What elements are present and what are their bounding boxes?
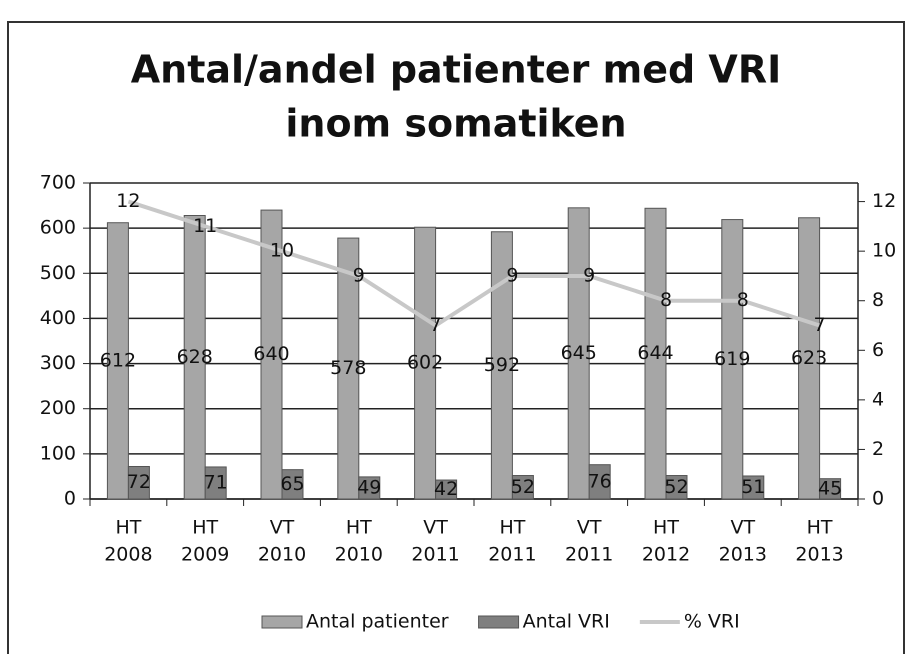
bar-label: 644 — [637, 342, 673, 364]
line-label: 7 — [814, 314, 826, 336]
x-tick-label: 2011 — [565, 544, 613, 566]
bar — [588, 464, 611, 500]
legend-swatch — [261, 615, 303, 629]
y2-tick-label: 8 — [872, 289, 884, 311]
x-tick-label: 2010 — [258, 544, 306, 566]
y2-tick-label: 0 — [872, 488, 884, 510]
bar-label: 619 — [714, 348, 750, 370]
bar-label: 45 — [818, 477, 842, 499]
chart-title: Antal/andel patienter med VRI — [131, 48, 781, 92]
bar-label: 602 — [407, 352, 443, 374]
bar — [798, 217, 821, 500]
x-tick-label: 2011 — [411, 544, 459, 566]
x-tick-label: 2010 — [335, 544, 383, 566]
legend-label: Antal VRI — [523, 611, 610, 633]
bar — [183, 215, 206, 500]
x-tick-label: 2013 — [719, 544, 767, 566]
x-tick-label: 2012 — [642, 544, 690, 566]
x-tick-label: 2008 — [104, 544, 152, 566]
bar — [414, 226, 437, 500]
y-tick-label: 300 — [40, 352, 76, 374]
x-tick-label: 2011 — [488, 544, 536, 566]
bar — [721, 219, 744, 500]
bar — [435, 479, 458, 500]
y-tick-label: 100 — [40, 442, 76, 464]
legend-label: % VRI — [684, 611, 740, 633]
bar-label: 628 — [177, 346, 213, 368]
y2-tick-label: 2 — [872, 438, 884, 460]
y2-tick-label: 10 — [872, 240, 896, 262]
bar — [127, 465, 150, 500]
bar-label: 592 — [484, 354, 520, 376]
y-tick-label: 700 — [40, 172, 76, 194]
bar-label: 640 — [253, 343, 289, 365]
x-tick-label: VT — [577, 517, 602, 539]
line-series — [127, 199, 821, 328]
bar-label: 49 — [357, 476, 381, 498]
x-tick-label: 2013 — [795, 544, 843, 566]
bar — [742, 475, 765, 500]
line-label: 9 — [506, 264, 518, 286]
y-tick-label: 0 — [64, 488, 76, 510]
x-tick-label: VT — [270, 517, 295, 539]
bar — [490, 231, 513, 500]
x-tick-label: HT — [192, 517, 218, 539]
chart-title: inom somatiken — [285, 102, 626, 146]
line-label: 9 — [353, 264, 365, 286]
x-tick-label: VT — [730, 517, 755, 539]
x-tick-label: HT — [115, 517, 141, 539]
bar — [204, 466, 227, 500]
bar-label: 645 — [561, 342, 597, 364]
x-tick-label: HT — [346, 517, 372, 539]
legend-swatch — [478, 615, 520, 629]
line-label: 8 — [737, 289, 749, 311]
bar-label: 65 — [280, 473, 304, 495]
x-tick-label: HT — [807, 517, 833, 539]
bar — [260, 209, 283, 500]
bar-label: 623 — [791, 347, 827, 369]
y2-tick-label: 12 — [872, 190, 896, 212]
line-label: 9 — [583, 264, 595, 286]
legend-label: Antal patienter — [306, 611, 449, 633]
bar-label: 578 — [330, 357, 366, 379]
x-tick-label: HT — [499, 517, 525, 539]
bar — [644, 207, 667, 500]
y2-tick-label: 6 — [872, 339, 884, 361]
y-tick-label: 400 — [40, 307, 76, 329]
bar — [665, 475, 688, 500]
line-label: 8 — [660, 289, 672, 311]
y-tick-label: 600 — [40, 217, 76, 239]
bar-label: 72 — [127, 471, 151, 493]
bar-label: 52 — [664, 476, 688, 498]
bar — [511, 475, 534, 500]
bar-label: 71 — [204, 471, 228, 493]
line-label: 7 — [430, 314, 442, 336]
chart-frame — [7, 21, 905, 654]
bar-label: 51 — [741, 476, 765, 498]
bar-label: 52 — [511, 476, 535, 498]
bar — [567, 207, 590, 500]
x-tick-label: 2009 — [181, 544, 229, 566]
bar — [281, 469, 304, 500]
bar-label: 42 — [434, 478, 458, 500]
bar — [337, 237, 360, 500]
line-label: 11 — [193, 215, 217, 237]
line-label: 12 — [116, 190, 140, 212]
bar-label: 76 — [588, 470, 612, 492]
bar-label: 612 — [100, 349, 136, 371]
y2-tick-label: 4 — [872, 388, 884, 410]
line-label: 10 — [270, 240, 294, 262]
y-tick-label: 500 — [40, 262, 76, 284]
bar — [819, 478, 842, 500]
y-tick-label: 200 — [40, 397, 76, 419]
bar — [358, 476, 381, 500]
x-tick-label: VT — [423, 517, 448, 539]
bar — [106, 222, 129, 500]
x-tick-label: HT — [653, 517, 679, 539]
